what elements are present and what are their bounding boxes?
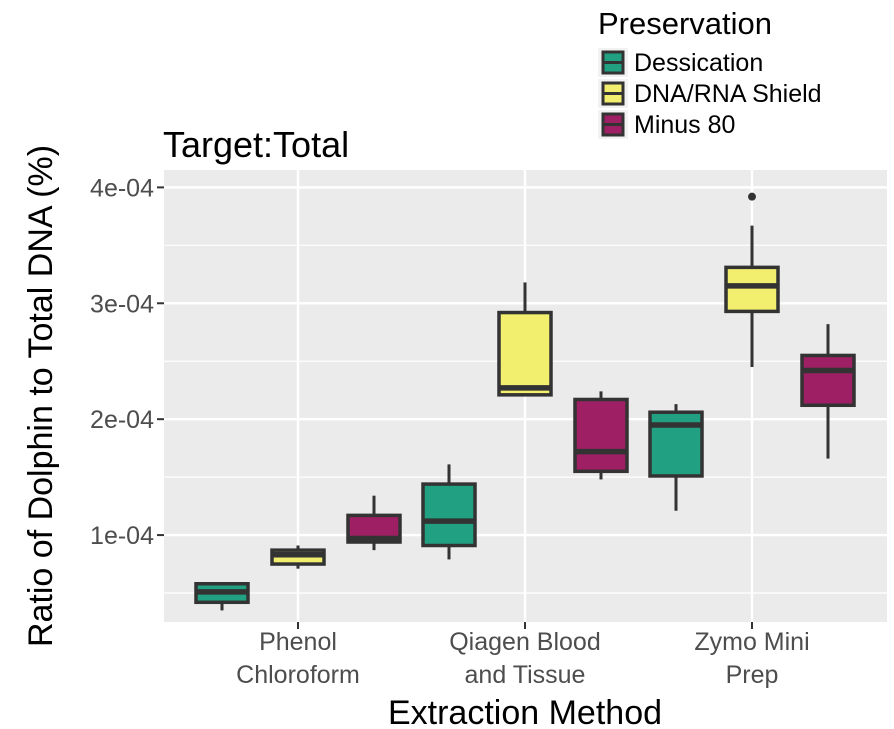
box-series (194, 192, 856, 611)
box (724, 265, 780, 314)
series-dessication (194, 404, 704, 611)
legend-item: Minus 80 (598, 110, 735, 139)
legend-item: Dessication (598, 48, 763, 77)
box-phenol (194, 582, 250, 611)
legend-title: Preservation (598, 6, 772, 41)
box (497, 310, 553, 397)
x-tick-label: and Tissue (465, 661, 586, 689)
box-phenol (270, 545, 326, 569)
series-dna-rna-shield (270, 192, 780, 569)
box-qiagen (573, 391, 629, 480)
legend: Preservation Dessication DNA/RNA Shield Mi… (598, 6, 822, 139)
box (648, 410, 704, 478)
y-tick-label: 4e-04 (90, 174, 154, 202)
series-minus-80 (346, 324, 856, 551)
legend-item: DNA/RNA Shield (598, 79, 822, 108)
box-qiagen (497, 282, 553, 397)
box (421, 482, 477, 548)
box-phenol (346, 495, 402, 551)
box (573, 397, 629, 474)
y-axis-title: Ratio of Dolphin to Total DNA (%) (22, 145, 60, 647)
box (800, 353, 856, 408)
chart-title: Target:Total (163, 124, 349, 165)
y-axis: 1e-04 2e-04 3e-04 4e-04 (90, 174, 164, 550)
box-zymo (648, 404, 704, 511)
x-axis-title: Extraction Method (388, 694, 662, 729)
outlier-point (748, 192, 756, 201)
x-axis: Phenol Chloroform Qiagen Blood and Tissue Zy… (236, 622, 810, 689)
y-tick-label: 3e-04 (90, 290, 154, 318)
x-tick-label: Zymo Mini (694, 628, 809, 656)
box-zymo (724, 192, 780, 368)
x-tick-label: Qiagen Blood (449, 628, 601, 656)
box-zymo (800, 324, 856, 459)
y-tick-label: 1e-04 (90, 522, 154, 550)
legend-label: DNA/RNA Shield (634, 80, 822, 108)
x-tick-label: Prep (726, 661, 779, 689)
box-qiagen (421, 464, 477, 560)
legend-label: Dessication (634, 49, 763, 77)
legend-label: Minus 80 (634, 111, 735, 139)
x-tick-label: Phenol (259, 628, 337, 656)
x-tick-label: Chloroform (236, 661, 360, 689)
y-tick-label: 2e-04 (90, 406, 154, 434)
